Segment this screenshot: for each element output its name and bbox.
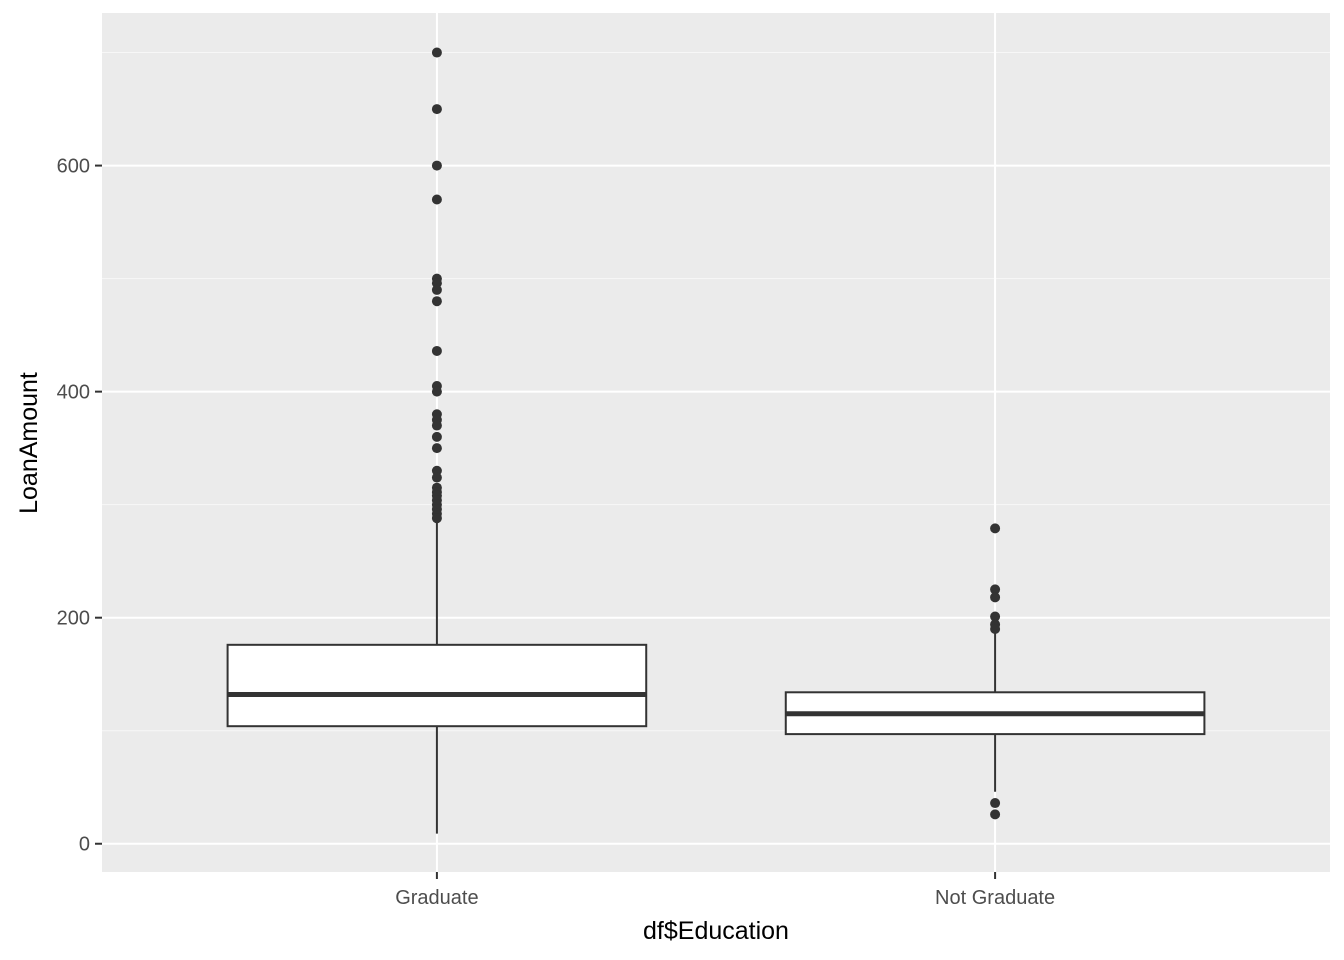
outlier-point bbox=[431, 345, 442, 356]
x-tick-label: Not Graduate bbox=[935, 887, 1055, 909]
outlier-point bbox=[431, 472, 442, 483]
outlier-point bbox=[990, 623, 1001, 634]
y-tick-label: 0 bbox=[79, 834, 90, 856]
outlier-point bbox=[990, 523, 1001, 534]
y-axis-title: LoanAmount bbox=[15, 372, 43, 514]
outlier-point bbox=[990, 809, 1001, 820]
plot-panel bbox=[102, 13, 1330, 872]
boxes-layer bbox=[226, 47, 1206, 834]
x-axis: Graduate Not Graduate bbox=[395, 872, 1055, 909]
outlier-point bbox=[990, 584, 1001, 595]
y-axis: 0 200 400 600 bbox=[57, 156, 102, 856]
outlier-point bbox=[431, 386, 442, 397]
outlier-point bbox=[990, 611, 1001, 622]
outlier-point bbox=[431, 194, 442, 205]
y-tick-label: 600 bbox=[57, 156, 90, 178]
y-tick-label: 200 bbox=[57, 608, 90, 630]
x-axis-title: df$Education bbox=[643, 917, 789, 945]
outlier-point bbox=[431, 296, 442, 307]
outlier-point bbox=[431, 431, 442, 442]
outlier-point bbox=[431, 284, 442, 295]
y-tick-label: 400 bbox=[57, 382, 90, 404]
outlier-point bbox=[431, 104, 442, 115]
outlier-point bbox=[431, 420, 442, 431]
box-graduate bbox=[226, 47, 648, 834]
outlier-point bbox=[431, 513, 442, 524]
outlier-point bbox=[431, 47, 442, 58]
x-tick-label: Graduate bbox=[395, 887, 478, 909]
outlier-point bbox=[431, 160, 442, 171]
iqr-box bbox=[226, 643, 648, 728]
outlier-point bbox=[990, 798, 1001, 809]
box-not-graduate bbox=[784, 523, 1206, 820]
outlier-point bbox=[431, 443, 442, 454]
outlier-point bbox=[990, 592, 1001, 603]
